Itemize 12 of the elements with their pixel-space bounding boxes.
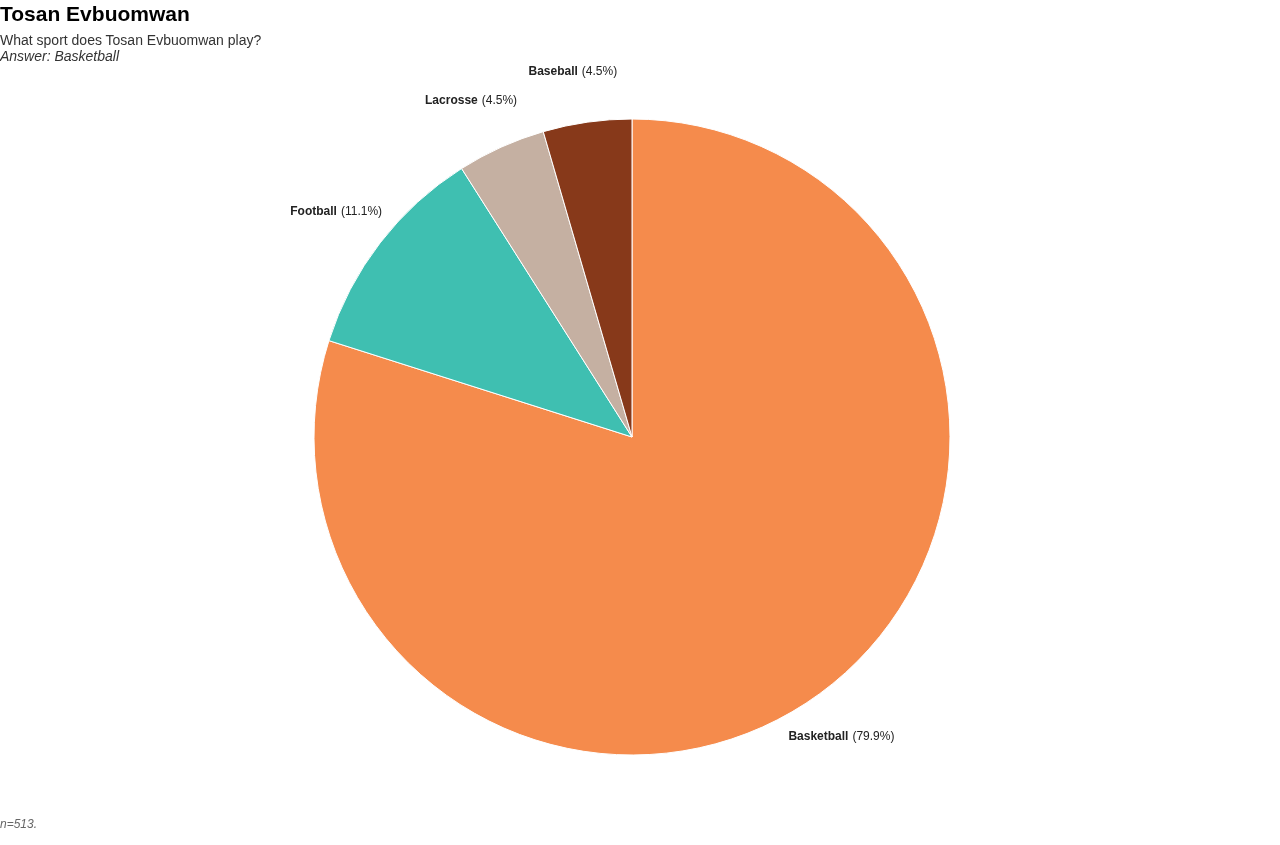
text: What sport does Tosan Evbuomwan play? — [0, 32, 263, 48]
data-label: (79.9%) — [852, 728, 895, 743]
slice-label: Basketball — [788, 728, 849, 743]
slice-label: Lacrosse — [425, 92, 479, 107]
text: Answer: Basketball — [0, 48, 121, 64]
data-label: (4.5%) — [481, 92, 518, 107]
data-label: (4.5%) — [581, 63, 618, 78]
slice-label: Baseball — [528, 63, 578, 78]
slice-label: Football — [290, 204, 337, 219]
text: n=513. — [0, 817, 39, 831]
data-label: (11.1%) — [340, 204, 383, 219]
text: Tosan Evbuomwan — [0, 2, 191, 26]
